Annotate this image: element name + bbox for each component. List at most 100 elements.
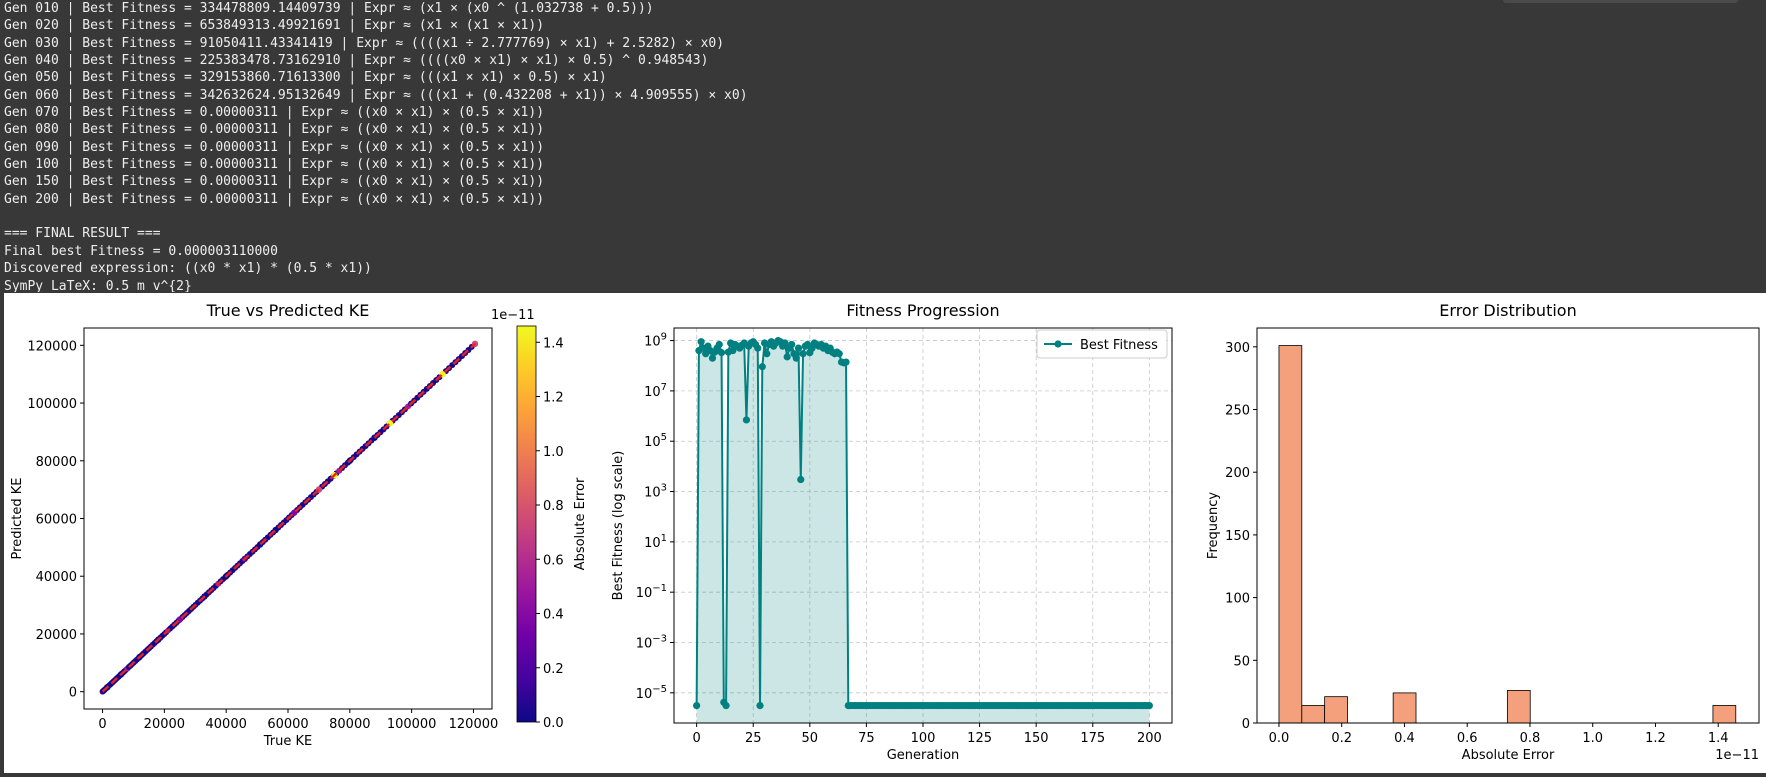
- histogram-bar: [1301, 705, 1326, 724]
- fitness-marker: [835, 350, 843, 358]
- figure-bottom-border: [0, 773, 1766, 777]
- console-line: Gen 020 | Best Fitness = 653849313.49921…: [4, 18, 545, 34]
- scatter-reference-line: [101, 342, 476, 693]
- histogram-bar: [1506, 689, 1531, 724]
- scatter-y-tick-label: 40000: [36, 570, 77, 585]
- histogram-axes-frame: [1256, 327, 1760, 724]
- histogram-y-tick-label: 200: [1225, 466, 1250, 481]
- scatter-y-tick-label: 80000: [36, 455, 77, 470]
- console-line: Gen 080 | Best Fitness = 0.00000311 | Ex…: [4, 122, 545, 138]
- fitness-marker: [788, 340, 796, 349]
- fitness-y-tick-label: 105: [644, 432, 667, 450]
- colorbar-tick-label: 0.4: [543, 608, 564, 623]
- fitness-y-tick-label: 103: [644, 483, 667, 501]
- histogram-bar: [1324, 696, 1348, 724]
- console-line: Gen 050 | Best Fitness = 329153860.71613…: [4, 70, 607, 86]
- colorbar-tick-label: 0.6: [543, 553, 564, 568]
- colorbar-tick-label: 1.2: [543, 391, 564, 406]
- fitness-legend-box: [1036, 329, 1168, 359]
- console-line: === FINAL RESULT ===: [4, 226, 161, 242]
- histogram-bar: [1278, 345, 1303, 724]
- scatter-y-label: Predicted KE: [10, 478, 25, 560]
- fitness-title: Fitness Progression: [846, 301, 999, 320]
- histogram-x-tick-label: 1.4: [1708, 731, 1729, 746]
- fitness-marker: [722, 702, 730, 710]
- scatter-x-label: True KE: [263, 734, 312, 749]
- scatter-x-tick-label: 100000: [387, 717, 437, 732]
- histogram-title: Error Distribution: [1439, 301, 1576, 320]
- histogram-y-tick-label: 50: [1233, 654, 1250, 669]
- fitness-markers: [693, 336, 1153, 710]
- histogram-bar: [1712, 705, 1737, 724]
- histogram-x-label: Absolute Error: [1462, 748, 1555, 763]
- scatter-title: True vs Predicted KE: [206, 301, 370, 320]
- fitness-marker: [842, 358, 850, 366]
- fitness-marker: [756, 702, 764, 710]
- colorbar-tick-label: 0.8: [543, 499, 564, 514]
- fitness-y-tick-label: 107: [644, 382, 667, 400]
- error-histogram: [1253, 327, 1760, 727]
- console-line: SymPy LaTeX: 0.5 m v^{2}: [4, 278, 192, 293]
- fitness-x-label: Generation: [887, 748, 960, 763]
- fitness-y-tick-label: 10−1: [636, 583, 667, 601]
- colorbar-tick-label: 1.0: [543, 445, 564, 460]
- colorbar: [516, 325, 537, 723]
- histogram-x-tick-label: 0.2: [1331, 731, 1352, 746]
- console-line: Discovered expression: ((x0 * x1) * (0.5…: [4, 261, 372, 277]
- scatter-plot: [80, 327, 493, 713]
- console-line: Gen 090 | Best Fitness = 0.00000311 | Ex…: [4, 139, 545, 155]
- histogram-x-tick-label: 0.6: [1457, 731, 1478, 746]
- fitness-legend: [1036, 329, 1168, 359]
- scatter-x-tick-label: 40000: [206, 717, 247, 732]
- fitness-marker: [717, 348, 726, 357]
- fitness-marker: [697, 338, 705, 346]
- histogram-y-tick-label: 150: [1225, 529, 1250, 544]
- console-line: Final best Fitness = 0.000003110000: [4, 243, 278, 259]
- fitness-fill: [696, 340, 1150, 723]
- fitness-y-tick-label: 10−3: [636, 633, 667, 651]
- fitness-x-tick-label: 150: [1024, 731, 1049, 746]
- fitness-x-tick-label: 175: [1080, 731, 1105, 746]
- fitness-marker: [708, 354, 717, 362]
- fitness-y-tick-label: 109: [644, 332, 667, 350]
- colorbar-tick-label: 1.4: [543, 336, 564, 351]
- fitness-marker: [781, 339, 789, 347]
- scatter-y-tick-label: 120000: [27, 339, 77, 354]
- console-line: Gen 150 | Best Fitness = 0.00000311 | Ex…: [4, 174, 545, 190]
- scatter-x-tick-label: 120000: [449, 717, 499, 732]
- histogram-y-tick-label: 300: [1225, 341, 1250, 356]
- fitness-marker: [799, 350, 807, 358]
- fitness-y-label: Best Fitness (log scale): [611, 451, 626, 601]
- scatter-x-tick-label: 60000: [267, 717, 308, 732]
- scrollbar-thumb[interactable]: [1503, 0, 1738, 3]
- console-output: Gen 010 | Best Fitness = 334478809.14409…: [0, 0, 1766, 292]
- fitness-marker: [754, 344, 762, 352]
- fitness-marker: [1145, 701, 1153, 710]
- colorbar-label: Absolute Error: [573, 477, 588, 570]
- fitness-marker: [742, 416, 751, 424]
- scatter-y-tick-label: 100000: [27, 397, 77, 412]
- scatter-y-tick-label: 0: [69, 686, 77, 701]
- histogram-bar: [1392, 692, 1417, 724]
- histogram-x-tick-label: 1.0: [1582, 731, 1603, 746]
- scatter-x-tick-label: 20000: [144, 717, 185, 732]
- scatter-x-tick-label: 80000: [329, 717, 370, 732]
- fitness-x-tick-label: 125: [967, 731, 992, 746]
- colorbar-multiplier: 1e−11: [491, 308, 535, 323]
- histogram-y-tick-label: 0: [1242, 717, 1250, 732]
- fitness-marker: [715, 340, 723, 349]
- histogram-x-tick-label: 0.4: [1394, 731, 1415, 746]
- fitness-x-tick-label: 75: [858, 731, 875, 746]
- fitness-marker: [729, 346, 737, 355]
- fitness-y-tick-label: 101: [644, 533, 667, 551]
- colorbar-tick-label: 0.2: [543, 662, 564, 677]
- fitness-x-tick-label: 200: [1137, 731, 1162, 746]
- console-line: Gen 200 | Best Fitness = 0.00000311 | Ex…: [4, 191, 545, 207]
- histogram-x-tick-label: 1.2: [1645, 731, 1666, 746]
- fitness-marker: [797, 475, 805, 484]
- console-line: Gen 070 | Best Fitness = 0.00000311 | Ex…: [4, 105, 545, 121]
- scatter-y-tick-label: 60000: [36, 513, 77, 528]
- console-line: Gen 100 | Best Fitness = 0.00000311 | Ex…: [4, 157, 545, 173]
- console-line: [4, 208, 1766, 225]
- histogram-y-tick-label: 100: [1225, 592, 1250, 607]
